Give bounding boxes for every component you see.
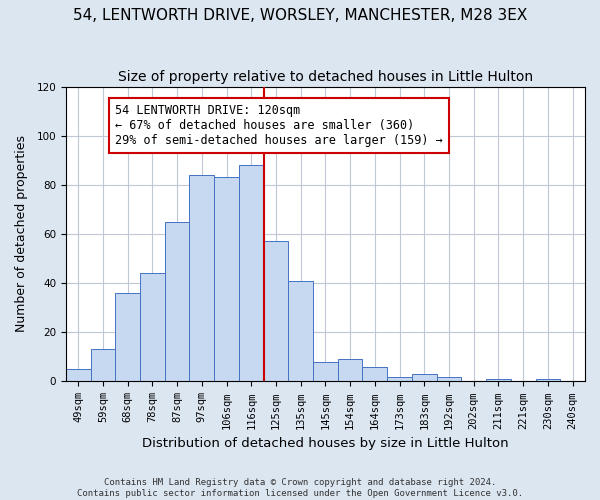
Bar (437, 376, 461, 382)
Text: 54 LENTWORTH DRIVE: 120sqm
← 67% of detached houses are smaller (360)
29% of sem: 54 LENTWORTH DRIVE: 120sqm ← 67% of deta… (115, 104, 443, 147)
Bar (412, 374, 437, 382)
Text: 54, LENTWORTH DRIVE, WORSLEY, MANCHESTER, M28 3EX: 54, LENTWORTH DRIVE, WORSLEY, MANCHESTER… (73, 8, 527, 22)
X-axis label: Distribution of detached houses by size in Little Hulton: Distribution of detached houses by size … (142, 437, 509, 450)
Bar (190, 175, 214, 382)
Bar (362, 366, 387, 382)
Bar (387, 376, 412, 382)
Bar (486, 379, 511, 382)
Bar (289, 280, 313, 382)
Bar (263, 242, 289, 382)
Bar (338, 360, 362, 382)
Title: Size of property relative to detached houses in Little Hulton: Size of property relative to detached ho… (118, 70, 533, 84)
Bar (313, 362, 338, 382)
Bar (536, 379, 560, 382)
Bar (239, 165, 263, 382)
Y-axis label: Number of detached properties: Number of detached properties (15, 136, 28, 332)
Bar (91, 350, 115, 382)
Bar (164, 222, 190, 382)
Bar (214, 178, 239, 382)
Text: Contains HM Land Registry data © Crown copyright and database right 2024.
Contai: Contains HM Land Registry data © Crown c… (77, 478, 523, 498)
Bar (140, 274, 164, 382)
Bar (115, 293, 140, 382)
Bar (66, 369, 91, 382)
